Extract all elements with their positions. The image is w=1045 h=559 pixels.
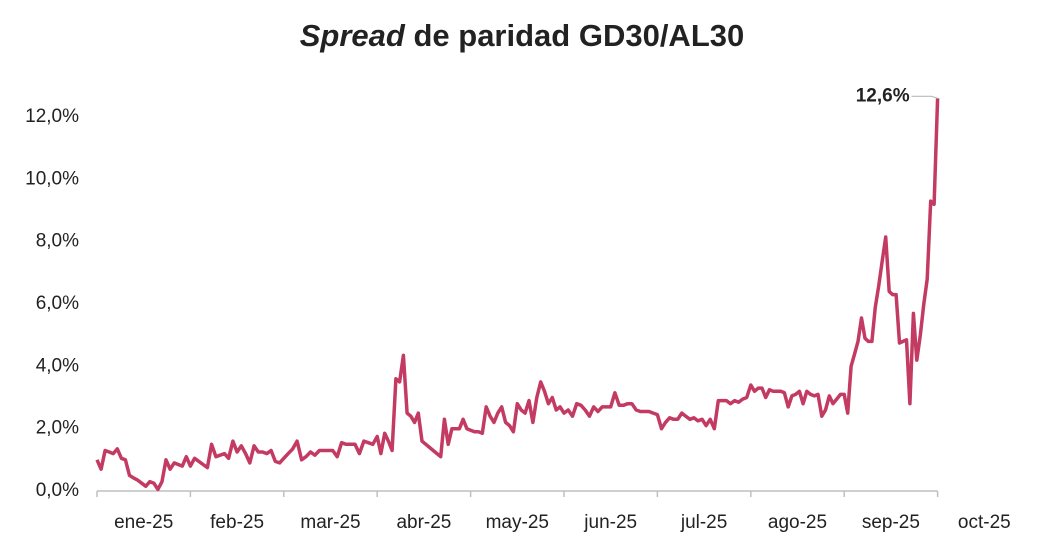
y-tick-label: 0,0% (36, 480, 79, 501)
y-tick-label: 4,0% (36, 355, 79, 376)
x-tick-label: ene-25 (114, 512, 173, 533)
x-tick-label: ago-25 (768, 512, 827, 533)
x-tick-label: may-25 (486, 512, 549, 533)
y-tick-label: 12,0% (25, 106, 79, 127)
title-emphasis: Spread (300, 18, 406, 53)
data-label: 12,6% (856, 85, 910, 106)
x-tick-label: sep-25 (862, 512, 920, 533)
y-tick-label: 10,0% (25, 168, 79, 189)
x-tick-label: abr-25 (396, 512, 451, 533)
x-tick-label: jul-25 (680, 512, 727, 533)
y-tick-label: 2,0% (36, 418, 79, 439)
x-tick-label: mar-25 (300, 512, 360, 533)
chart-title: Spread de paridad GD30/AL30 (300, 18, 745, 53)
x-tick-label: feb-25 (210, 512, 264, 533)
y-tick-label: 8,0% (36, 231, 79, 252)
x-tick-label: jun-25 (583, 512, 637, 533)
label-leader (911, 95, 938, 99)
y-tick-label: 6,0% (36, 293, 79, 314)
title-rest: de paridad GD30/AL30 (413, 18, 744, 53)
data-line (95, 98, 940, 492)
x-tick-label: oct-25 (958, 512, 1011, 533)
